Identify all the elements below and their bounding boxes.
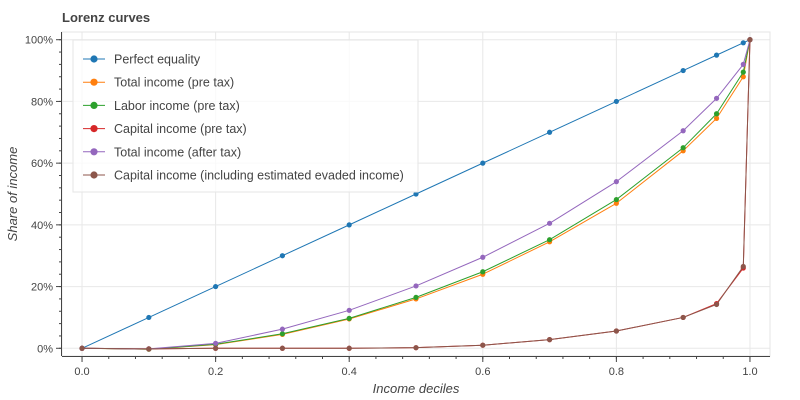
series-5-point-9 [680, 314, 686, 321]
x-tick-label-2: 0.4 [342, 366, 357, 378]
series-4-point-7 [546, 220, 553, 226]
series-5-point-1 [146, 346, 152, 352]
series-5-point-3 [279, 345, 286, 351]
series-0-point-9 [680, 67, 686, 74]
series-1-point-8 [613, 200, 619, 206]
series-2-point-7 [546, 237, 553, 243]
series-2-point-11 [740, 69, 746, 75]
series-5-point-0 [79, 345, 85, 351]
series-2-point-3 [279, 331, 286, 337]
series-2-point-5 [413, 294, 419, 300]
legend-label-3: Capital income (pre tax) [114, 122, 247, 136]
series-5-point-6 [480, 342, 486, 348]
y-axis-label: Share of income [5, 147, 20, 242]
series-1-point-10 [713, 115, 720, 121]
legend-box [72, 39, 419, 193]
series-0-point-6 [480, 160, 486, 166]
series-5-point-8 [613, 328, 619, 334]
x-tick-label-1: 0.2 [208, 366, 223, 378]
series-5-point-10 [713, 301, 720, 308]
x-tick-label-4: 0.8 [609, 366, 624, 378]
series-0-point-8 [613, 98, 619, 105]
legend-marker-1 [90, 78, 98, 86]
series-4-point-11 [740, 61, 746, 67]
series-2-point-8 [613, 196, 619, 203]
legend-marker-2 [90, 101, 98, 109]
legend-label-1: Total income (pre tax) [114, 76, 234, 90]
series-0-point-5 [413, 191, 419, 197]
series-2-point-4 [346, 315, 352, 321]
series-5-point-11 [740, 263, 746, 270]
legend-label-5: Capital income (including estimated evad… [114, 169, 404, 183]
series-2-point-10 [713, 111, 720, 117]
series-4-point-5 [413, 283, 419, 289]
series-0-point-11 [740, 40, 746, 46]
legend: Perfect equality Total income (pre tax) La… [72, 39, 419, 193]
y-tick-label-5: 100% [25, 35, 53, 47]
series-5-point-4 [346, 345, 352, 351]
series-0-point-2 [213, 283, 219, 290]
legend-label-4: Total income (after tax) [114, 145, 241, 159]
x-tick-label-5: 1.0 [742, 366, 757, 378]
legend-marker-0 [90, 55, 98, 63]
series-4-point-8 [613, 179, 619, 185]
series-5-point-12 [747, 37, 753, 43]
series-4-point-10 [713, 95, 720, 101]
series-2-point-9 [680, 145, 686, 151]
series-4-point-4 [346, 307, 352, 313]
series-4-point-3 [279, 326, 286, 332]
y-tick-label-4: 80% [31, 96, 53, 108]
y-tick-label-0: 0% [37, 343, 53, 355]
series-layer [79, 37, 753, 352]
series-4-point-9 [680, 128, 686, 134]
series-5-point-5 [413, 345, 419, 351]
series-1-point-11 [740, 74, 746, 80]
series-0-point-1 [146, 314, 152, 321]
x-tick-label-3: 0.6 [475, 366, 490, 378]
x-axis-label: Income deciles [373, 381, 460, 396]
series-5-point-7 [546, 337, 553, 343]
series-4-point-2 [213, 340, 219, 346]
legend-marker-4 [90, 148, 98, 156]
y-tick-label-1: 20% [31, 282, 53, 294]
series-0-point-4 [346, 222, 352, 228]
y-tick-label-2: 40% [31, 220, 53, 232]
series-5-point-2 [213, 345, 219, 351]
y-tick-label-3: 60% [31, 158, 53, 170]
legend-marker-5 [90, 171, 98, 179]
x-tick-label-0: 0.0 [74, 366, 89, 378]
legend-label-0: Perfect equality [114, 53, 201, 67]
chart-title: Lorenz curves [62, 10, 150, 25]
series-4-point-6 [480, 254, 486, 260]
legend-marker-3 [90, 125, 98, 133]
series-2-point-6 [480, 269, 486, 275]
series-0-point-10 [713, 52, 720, 58]
legend-label-2: Labor income (pre tax) [114, 99, 240, 113]
axes-layer: 0.0 0.2 0.4 0.6 0.8 1.0 0% 20% 40% 60% 80% 100% [25, 32, 770, 378]
series-0-point-3 [279, 253, 286, 259]
series-0-point-7 [546, 129, 553, 135]
